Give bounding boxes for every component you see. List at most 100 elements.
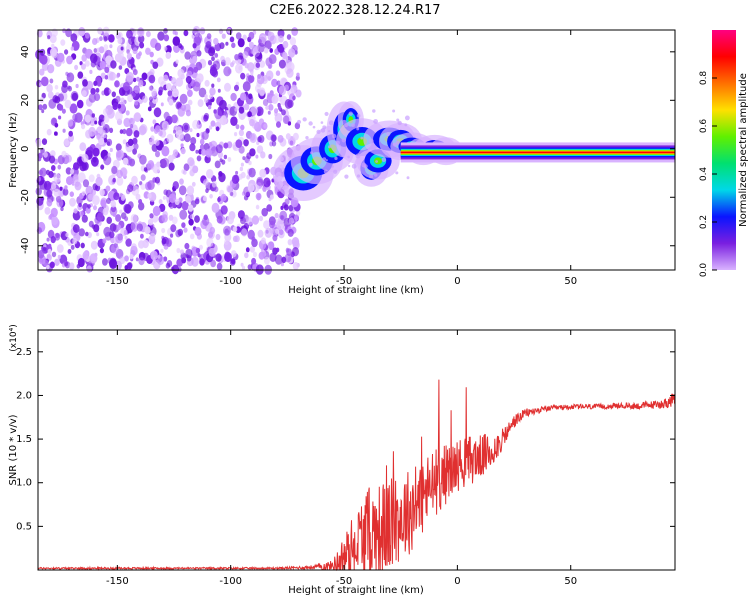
noise-speckle — [105, 185, 111, 192]
noise-speckle — [165, 262, 171, 269]
noise-speckle — [183, 163, 190, 171]
noise-speckle — [209, 226, 216, 235]
noise-speckle — [138, 198, 143, 205]
noise-speckle — [150, 250, 158, 261]
signal-speckle — [347, 164, 351, 168]
noise-speckle — [87, 193, 94, 201]
noise-speckle — [240, 162, 244, 167]
noise-speckle — [165, 83, 172, 91]
noise-speckle — [277, 43, 285, 53]
signal-speckle — [320, 121, 324, 124]
noise-speckle — [82, 179, 90, 188]
noise-speckle — [254, 45, 260, 52]
noise-speckle — [160, 102, 164, 107]
noise-speckle — [101, 61, 106, 67]
noise-speckle — [51, 183, 57, 190]
noise-speckle — [98, 137, 105, 146]
noise-speckle — [192, 119, 200, 130]
noise-speckle — [40, 54, 48, 65]
noise-speckle — [241, 228, 248, 237]
noise-speckle — [79, 142, 87, 152]
signal-speckle — [404, 115, 410, 121]
noise-speckle — [46, 128, 52, 136]
noise-speckle — [86, 146, 94, 156]
noise-speckle — [54, 131, 58, 136]
signal-speckle — [372, 109, 376, 113]
signal-speckle — [341, 119, 347, 125]
noise-speckle — [259, 168, 267, 178]
noise-speckle — [72, 113, 78, 121]
noise-speckle — [196, 132, 200, 138]
noise-speckle — [163, 111, 170, 120]
noise-speckle — [286, 34, 292, 40]
snr-frame — [37, 329, 676, 571]
noise-speckle — [117, 103, 122, 109]
noise-speckle — [202, 196, 207, 202]
noise-speckle — [260, 151, 266, 159]
noise-speckle — [96, 232, 100, 237]
noise-speckle — [168, 193, 177, 203]
noise-speckle — [191, 256, 199, 267]
noise-speckle — [235, 63, 243, 74]
noise-speckle — [41, 138, 48, 146]
signal-speckle — [296, 119, 302, 125]
noise-speckle — [54, 96, 61, 104]
noise-speckle — [186, 70, 193, 78]
noise-speckle — [61, 84, 68, 93]
noise-speckle — [47, 248, 52, 254]
noise-speckle — [286, 68, 294, 78]
noise-speckle — [259, 88, 265, 97]
noise-speckle — [102, 258, 108, 266]
noise-speckle — [127, 262, 133, 269]
top-y-tick-label: 40 — [20, 45, 31, 58]
noise-speckle — [66, 55, 73, 65]
noise-speckle — [183, 29, 189, 37]
noise-speckle — [215, 144, 223, 154]
noise-speckle — [135, 193, 141, 200]
noise-speckle — [275, 70, 281, 76]
signal-speckle — [355, 153, 361, 159]
noise-speckle — [96, 126, 104, 137]
noise-speckle — [109, 127, 114, 133]
noise-speckle — [88, 174, 95, 183]
noise-speckle — [248, 160, 252, 166]
bottom-x-tick-label: -150 — [106, 576, 129, 587]
noise-speckle — [148, 96, 154, 102]
noise-speckle — [268, 104, 274, 111]
noise-speckle — [161, 146, 170, 157]
noise-speckle — [126, 52, 132, 60]
noise-speckle — [92, 195, 100, 206]
noise-speckle — [263, 123, 268, 129]
noise-speckle — [42, 103, 48, 110]
noise-speckle — [138, 51, 142, 57]
noise-speckle — [100, 199, 107, 207]
signal-speckle — [386, 131, 391, 137]
noise-speckle — [172, 149, 179, 157]
noise-speckle — [112, 73, 117, 79]
noise-speckle — [259, 60, 266, 68]
noise-speckle — [151, 88, 157, 97]
noise-speckle — [92, 38, 98, 45]
signal-speckle — [397, 120, 402, 126]
noise-speckle — [194, 226, 202, 236]
bottom-y-axis-ticks: 0.5 1.0 1.5 2.0 2.5 — [16, 347, 675, 532]
noise-speckle — [296, 72, 300, 78]
noise-speckle — [115, 214, 122, 222]
noise-speckle — [195, 149, 199, 154]
noise-speckle — [219, 115, 228, 126]
noise-speckle — [218, 28, 224, 35]
noise-speckle — [179, 209, 188, 220]
noise-speckle — [62, 28, 66, 34]
noise-speckle — [157, 76, 165, 85]
noise-speckle — [280, 30, 285, 36]
bottom-y-tick-label: 2.0 — [16, 390, 32, 401]
noise-speckle — [278, 105, 282, 111]
signal-speckle — [334, 156, 338, 161]
noise-speckle — [214, 109, 223, 120]
noise-speckle — [129, 254, 134, 260]
noise-speckle — [207, 105, 212, 110]
noise-speckle — [292, 95, 296, 101]
noise-speckle — [234, 84, 239, 92]
noise-speckle — [120, 195, 126, 201]
noise-speckle — [116, 176, 124, 186]
